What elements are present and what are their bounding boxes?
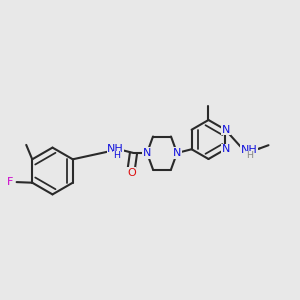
Text: NH: NH (241, 145, 257, 155)
Text: O: O (127, 167, 136, 178)
Text: N: N (222, 144, 230, 154)
Text: NH: NH (107, 144, 124, 154)
Text: H: H (246, 152, 254, 160)
Text: F: F (7, 177, 14, 187)
Text: N: N (143, 148, 151, 158)
Text: N: N (222, 125, 230, 135)
Text: H: H (113, 152, 120, 160)
Text: N: N (173, 148, 181, 158)
